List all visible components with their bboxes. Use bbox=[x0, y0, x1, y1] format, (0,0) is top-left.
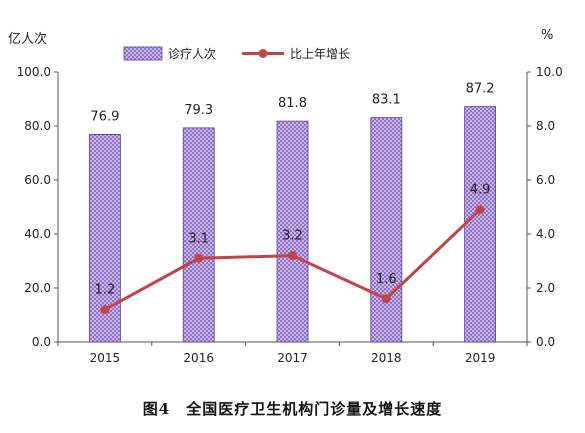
x-tick-label: 2016 bbox=[183, 351, 214, 365]
left-tick-label: 100.0 bbox=[17, 65, 51, 79]
growth-value-label: 1.6 bbox=[376, 272, 397, 287]
growth-point-2016 bbox=[194, 253, 204, 263]
right-tick-label: 8.0 bbox=[536, 119, 555, 133]
data-labels: 76.9 79.3 81.8 83.1 87.2 1.2 3.1 3.2 1.6 4.9 bbox=[90, 82, 494, 298]
left-axis-unit: 亿人次 bbox=[8, 32, 48, 47]
growth-value-label: 3.2 bbox=[282, 229, 303, 244]
right-tick-label: 2.0 bbox=[536, 281, 555, 295]
right-axis-unit: % bbox=[541, 28, 554, 43]
bar-value-label: 83.1 bbox=[372, 93, 401, 108]
left-tick-label: 40.0 bbox=[24, 227, 51, 241]
bar-2016 bbox=[182, 127, 215, 343]
bar-value-label: 81.8 bbox=[278, 96, 307, 111]
bar-2019 bbox=[464, 106, 497, 343]
growth-point-2019 bbox=[475, 205, 485, 215]
right-tick-label: 6.0 bbox=[536, 173, 555, 187]
growth-value-label: 3.1 bbox=[188, 231, 209, 246]
x-tick-label: 2019 bbox=[465, 351, 496, 365]
growth-point-2015 bbox=[100, 305, 110, 315]
bar-2018 bbox=[370, 117, 403, 343]
bar-2017 bbox=[276, 120, 309, 343]
growth-point-2017 bbox=[288, 251, 297, 261]
growth-value-label: 1.2 bbox=[95, 283, 116, 298]
bar-value-label: 79.3 bbox=[184, 103, 213, 118]
legend-bar-swatch bbox=[123, 46, 163, 61]
x-tick-label: 2018 bbox=[371, 351, 402, 365]
bars bbox=[89, 106, 497, 343]
legend-line-marker bbox=[258, 49, 268, 58]
left-tick-label: 20.0 bbox=[24, 281, 51, 295]
growth-point-2018 bbox=[381, 294, 391, 304]
axes: 0.0 20.0 40.0 60.0 80.0 100.0 0.0 2.0 4.0 6.0 8.0 1… bbox=[17, 65, 563, 365]
left-tick-label: 60.0 bbox=[24, 173, 51, 187]
right-tick-label: 4.0 bbox=[536, 227, 555, 241]
right-tick-label: 0.0 bbox=[536, 335, 555, 349]
left-tick-label: 0.0 bbox=[32, 335, 51, 349]
growth-value-label: 4.9 bbox=[470, 183, 491, 198]
growth-line bbox=[100, 205, 485, 315]
legend-bar-label: 诊疗人次 bbox=[168, 47, 216, 61]
right-tick-label: 10.0 bbox=[536, 65, 563, 79]
bar-value-label: 87.2 bbox=[466, 82, 495, 97]
legend-line-label: 比上年增长 bbox=[290, 47, 350, 61]
bar-value-label: 76.9 bbox=[90, 109, 119, 124]
figure-caption: 图4 全国医疗卫生机构门诊量及增长速度 bbox=[142, 400, 443, 418]
legend: 诊疗人次 比上年增长 bbox=[123, 46, 350, 61]
x-tick-label: 2017 bbox=[277, 351, 308, 365]
left-tick-label: 80.0 bbox=[24, 119, 51, 133]
x-tick-label: 2015 bbox=[90, 351, 121, 365]
